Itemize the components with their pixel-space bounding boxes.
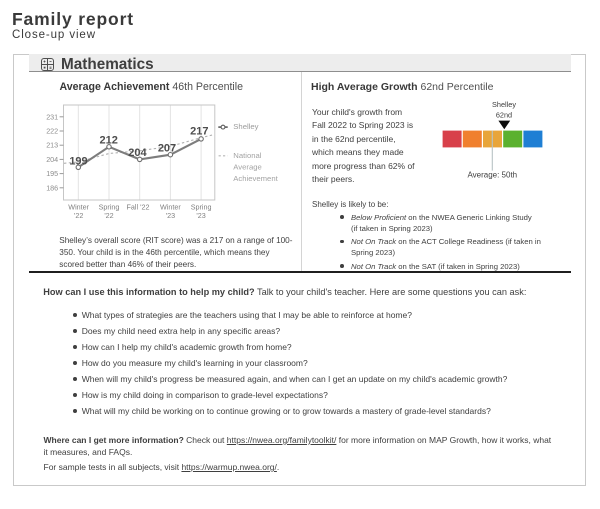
svg-text:213: 213 — [46, 141, 58, 150]
svg-text:231: 231 — [46, 112, 58, 121]
svg-text:National: National — [233, 151, 261, 160]
svg-text:Achievement: Achievement — [233, 174, 278, 183]
svg-text:207: 207 — [158, 142, 176, 154]
svg-text:'22: '22 — [104, 211, 113, 220]
svg-text:Spring: Spring — [191, 202, 212, 211]
svg-text:222: 222 — [46, 127, 58, 136]
svg-text:Shelley: Shelley — [492, 100, 516, 109]
svg-text:'23: '23 — [166, 211, 175, 220]
svg-text:212: 212 — [100, 135, 118, 147]
svg-text:Fall '22: Fall '22 — [127, 202, 150, 211]
svg-text:186: 186 — [46, 183, 58, 192]
svg-text:'23: '23 — [196, 211, 205, 220]
svg-text:62nd: 62nd — [496, 111, 512, 120]
svg-text:195: 195 — [46, 169, 58, 178]
svg-text:Winter: Winter — [68, 202, 89, 211]
svg-text:Average: Average — [233, 162, 261, 171]
svg-text:217: 217 — [190, 125, 208, 137]
svg-text:Spring: Spring — [99, 202, 120, 211]
svg-text:204: 204 — [128, 147, 147, 159]
svg-text:204: 204 — [46, 155, 58, 164]
svg-text:Winter: Winter — [160, 202, 181, 211]
svg-text:Average: 50th: Average: 50th — [467, 170, 517, 179]
svg-text:'22: '22 — [74, 211, 83, 220]
svg-text:199: 199 — [69, 155, 87, 167]
svg-text:Shelley: Shelley — [233, 122, 258, 131]
